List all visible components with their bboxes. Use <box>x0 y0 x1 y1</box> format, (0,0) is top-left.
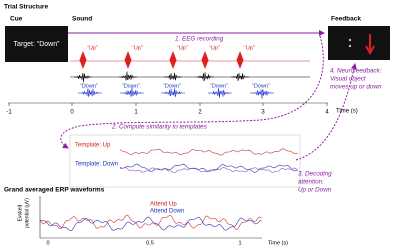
legend: Attend Up <box>150 202 177 208</box>
down-label: “Down” <box>210 83 228 89</box>
phase: Sound <box>72 16 92 23</box>
waveform <box>39 214 262 230</box>
x-tick: 0 <box>46 240 49 246</box>
arrow-down <box>365 34 375 56</box>
section-title: Grand averaged ERP waveforms <box>4 187 105 194</box>
x-label: Time (s) <box>336 109 358 115</box>
x-tick: 0 <box>70 110 74 116</box>
step-label: attention: <box>298 179 324 186</box>
phase: Feedback <box>331 16 361 23</box>
step-label: 4. Neurofeedback: <box>330 68 382 75</box>
up-marker <box>79 51 87 69</box>
template-panel <box>69 134 301 188</box>
phase: Cue <box>10 16 23 23</box>
legend: Attend Down <box>150 209 184 215</box>
waveform <box>119 163 298 173</box>
x-label: Time (s) <box>268 240 288 246</box>
down-label: “Down” <box>252 83 270 89</box>
cue-text: Target: “Down” <box>14 41 61 48</box>
title: Trial Structure <box>4 4 48 11</box>
up-label: “Up” <box>209 45 220 51</box>
sound-burst <box>120 87 144 97</box>
up-label: “Up” <box>244 45 255 51</box>
arrow <box>60 35 324 149</box>
down-label: “Down” <box>163 83 181 89</box>
step-label: 3. Decoding <box>298 171 332 178</box>
template-label: Template: Down <box>75 162 118 168</box>
step-label: Up or Down <box>298 187 332 194</box>
up-marker <box>124 51 132 69</box>
up-marker <box>236 51 244 69</box>
sound-burst <box>207 88 232 98</box>
x-tick: -1 <box>6 110 12 116</box>
x-tick: 0.5 <box>146 240 154 246</box>
y-label: Evoked <box>17 204 23 221</box>
dot <box>348 38 352 42</box>
template-label: Template: Up <box>75 143 111 149</box>
sound-burst <box>74 72 92 83</box>
x-tick: 4 <box>325 110 329 116</box>
down-label: “Down” <box>80 83 98 89</box>
sound-burst <box>164 72 182 81</box>
step-label: 2. Compute similarity to templates <box>111 124 208 131</box>
dot <box>348 44 352 48</box>
feedback-box <box>328 26 390 60</box>
x-tick: 1 <box>238 240 241 246</box>
step-label: Visual object <box>330 76 366 83</box>
y-label: potential (μV) <box>24 198 30 228</box>
up-label: “Up” <box>177 45 188 51</box>
up-label: “Up” <box>87 45 98 51</box>
sound-burst <box>161 88 186 97</box>
up-label: “Up” <box>132 45 143 51</box>
x-tick: 3 <box>261 110 265 116</box>
waveform <box>119 148 298 156</box>
up-marker <box>201 51 209 69</box>
axis <box>39 196 262 239</box>
waveform <box>39 216 262 232</box>
step-label: 1. EEG recording <box>175 36 224 43</box>
sound-burst <box>119 71 138 81</box>
sound-burst <box>231 72 250 81</box>
x-tick: 1 <box>134 110 138 116</box>
up-marker <box>169 51 177 69</box>
arrow <box>295 63 357 161</box>
sound-burst <box>250 89 274 99</box>
down-label: “Down” <box>122 83 140 89</box>
cue-box <box>5 26 68 62</box>
waveform <box>119 166 298 174</box>
sound-burst <box>196 72 215 82</box>
x-tick: 2 <box>198 110 202 116</box>
step-label: moves up or down <box>330 84 382 91</box>
sound-burst <box>77 88 102 97</box>
